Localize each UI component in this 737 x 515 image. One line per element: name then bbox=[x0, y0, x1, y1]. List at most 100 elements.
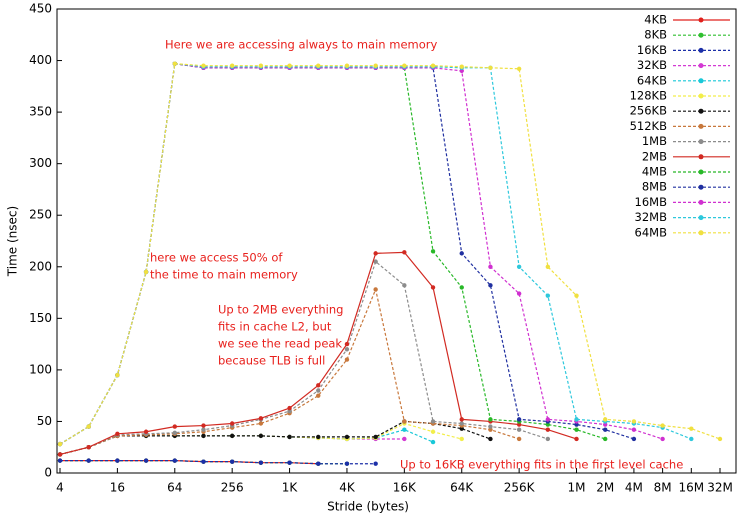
point bbox=[631, 419, 637, 424]
y-tick-label: 250 bbox=[29, 208, 52, 222]
y-tick-label: 400 bbox=[29, 53, 52, 67]
point bbox=[631, 436, 637, 442]
point bbox=[172, 458, 177, 463]
series-line bbox=[59, 62, 635, 445]
point bbox=[631, 427, 637, 432]
point bbox=[516, 264, 522, 269]
legend-marker bbox=[698, 32, 704, 38]
point bbox=[459, 285, 464, 290]
point bbox=[402, 419, 407, 424]
point bbox=[660, 423, 665, 428]
legend-label: 128KB bbox=[630, 89, 667, 103]
point bbox=[545, 417, 551, 422]
legend-marker bbox=[698, 47, 704, 53]
annotation: Up to 16KB everything fits in the first … bbox=[400, 458, 683, 472]
x-tick-label: 64K bbox=[450, 481, 474, 495]
legend-marker bbox=[698, 230, 704, 236]
y-tick-label: 150 bbox=[29, 311, 52, 325]
x-tick-label: 16K bbox=[393, 481, 417, 495]
annotation: because TLB is full bbox=[218, 354, 325, 368]
series-line bbox=[59, 422, 462, 456]
point bbox=[402, 436, 407, 442]
point bbox=[402, 427, 407, 432]
point bbox=[459, 64, 464, 69]
x-tick-label: 4 bbox=[56, 481, 64, 495]
legend-label: 8MB bbox=[642, 180, 667, 194]
point bbox=[57, 458, 63, 463]
point bbox=[516, 422, 522, 427]
series-line bbox=[59, 62, 606, 445]
legend-label: 32MB bbox=[635, 210, 668, 224]
legend-label: 2MB bbox=[642, 149, 667, 163]
point bbox=[86, 445, 91, 450]
legend-label: 16MB bbox=[635, 195, 668, 209]
series-line bbox=[59, 62, 663, 445]
legend-label: 4KB bbox=[644, 13, 667, 27]
point bbox=[430, 419, 436, 424]
point bbox=[430, 439, 436, 445]
point bbox=[344, 461, 350, 466]
legend-label: 16KB bbox=[637, 43, 667, 57]
point bbox=[201, 63, 206, 68]
x-tick-label: 2M bbox=[596, 481, 614, 495]
point bbox=[689, 436, 694, 442]
point bbox=[316, 63, 321, 68]
series-line bbox=[60, 460, 319, 465]
x-tick-label: 16M bbox=[678, 481, 704, 495]
point bbox=[373, 434, 378, 440]
point bbox=[115, 372, 120, 378]
point bbox=[545, 264, 551, 269]
point bbox=[488, 427, 493, 432]
y-tick-label: 200 bbox=[29, 259, 52, 273]
point bbox=[430, 249, 436, 254]
legend-marker bbox=[698, 63, 704, 69]
legend-marker bbox=[698, 199, 704, 205]
x-tick-label: 32M bbox=[707, 481, 733, 495]
series-line bbox=[60, 460, 376, 465]
point bbox=[287, 63, 292, 68]
point bbox=[86, 458, 91, 463]
annotation: Here we are accessing always to main mem… bbox=[165, 38, 437, 52]
point bbox=[516, 66, 522, 72]
point bbox=[344, 63, 350, 68]
point bbox=[316, 388, 321, 393]
point bbox=[603, 422, 608, 427]
point bbox=[488, 417, 493, 422]
legend-marker bbox=[698, 93, 704, 99]
y-tick-label: 100 bbox=[29, 362, 52, 376]
legend-marker bbox=[698, 154, 704, 160]
point bbox=[287, 408, 292, 414]
y-axis-label: Time (nsec) bbox=[6, 206, 20, 277]
point bbox=[373, 287, 378, 292]
point bbox=[516, 291, 522, 296]
x-tick-label: 1M bbox=[568, 481, 586, 495]
x-tick-label: 256K bbox=[504, 481, 536, 495]
point bbox=[201, 459, 206, 464]
point bbox=[603, 417, 608, 422]
point bbox=[57, 452, 63, 457]
point bbox=[402, 63, 407, 68]
point bbox=[660, 436, 665, 442]
plot-frame bbox=[56, 8, 737, 474]
point bbox=[316, 434, 321, 440]
legend-marker bbox=[698, 184, 704, 190]
x-tick-label: 4M bbox=[625, 481, 643, 495]
legend-marker bbox=[698, 78, 704, 84]
point bbox=[603, 436, 608, 442]
legend-label: 512KB bbox=[630, 119, 667, 133]
point bbox=[545, 422, 551, 427]
point bbox=[603, 427, 608, 432]
y-tick-label: 300 bbox=[29, 156, 52, 170]
legend-label: 1MB bbox=[642, 134, 667, 148]
point bbox=[574, 436, 579, 442]
point bbox=[201, 427, 206, 432]
x-tick-label: 8M bbox=[654, 481, 672, 495]
point bbox=[344, 341, 350, 347]
point bbox=[574, 427, 579, 432]
point bbox=[201, 423, 206, 428]
point bbox=[229, 459, 235, 464]
y-tick-label: 450 bbox=[29, 2, 52, 16]
point bbox=[430, 285, 436, 290]
legend-marker bbox=[698, 139, 704, 145]
point bbox=[172, 424, 177, 429]
